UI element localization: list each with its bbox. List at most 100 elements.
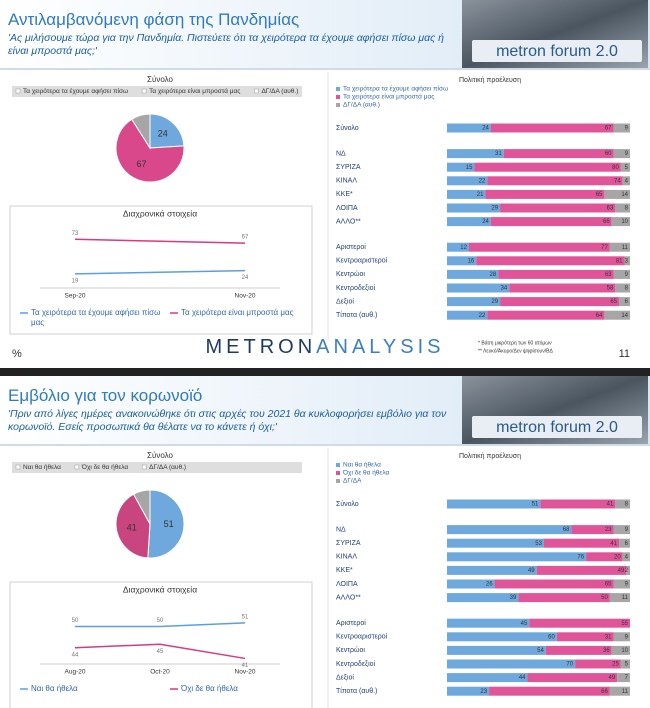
bar-segment [529, 618, 630, 628]
legend-swatch [336, 87, 340, 91]
bar-segment [490, 123, 614, 133]
bar-category-label: ΚΚΕ* [336, 191, 353, 198]
bar-value-label: 63 [607, 206, 614, 212]
bar-segment [447, 176, 488, 186]
bar-value-label: 68 [563, 527, 570, 533]
bar-value-label: 60 [548, 634, 555, 640]
bar-value-label: 65 [596, 192, 603, 198]
bar-value-label: 49 [609, 675, 616, 681]
bar-value-label: 10 [621, 648, 628, 654]
logo-box [472, 40, 642, 62]
bar-value-label: 80 [612, 165, 619, 171]
pie-title: Σύνολο [147, 451, 173, 460]
bar-value-label: 36 [603, 648, 610, 654]
bar-value-label: 64 [596, 313, 603, 319]
bar-segment [615, 283, 630, 293]
legend-swatch [336, 463, 340, 467]
bar-segment [620, 659, 630, 669]
bar-segment [536, 565, 627, 575]
bar-value-label: 6 [625, 299, 629, 305]
bar-value-label: 29 [491, 299, 498, 305]
bar-value-label: 41 [610, 541, 617, 547]
slide-title-box: Αντιλαμβανόμενη φάση της Πανδημίας [8, 10, 299, 29]
trend-value-label: 44 [72, 652, 79, 658]
bar-value-label: 14 [621, 313, 628, 319]
bar-category-label: Αριστεροί [336, 243, 366, 251]
bar-value-label: 3 [625, 258, 629, 264]
bar-value-label: 31 [495, 151, 502, 157]
bar-value-label: 9 [625, 126, 629, 132]
bar-segment [447, 538, 544, 548]
trend-value-label: 24 [242, 275, 249, 281]
bar-category-label: ΣΥΡΙΖΑ [336, 164, 361, 171]
bar-segment [487, 176, 623, 186]
trend-value-label: 50 [157, 618, 164, 624]
bar-category-label: Κεντροαριστεροί [336, 633, 388, 641]
logo-box [472, 416, 642, 438]
trend-legend-label-box: Τα χειρότερα είναι μπροστά μας [181, 308, 293, 317]
legend-label: Όχι δε θα ήθελα [81, 464, 128, 471]
bar-segment [613, 123, 630, 133]
bar-segment [620, 162, 630, 172]
bar-value-label: 63 [605, 272, 612, 278]
bar-segment [586, 552, 623, 562]
bar-segment [527, 673, 618, 683]
bar-segment [613, 269, 630, 279]
bar-category-label: ΛΟΙΠΑ [336, 581, 358, 588]
bar-value-label: 76 [577, 554, 584, 560]
bar-segment [447, 256, 477, 266]
bar-segment [540, 499, 616, 509]
bar-segment [447, 203, 501, 213]
bar-segment [611, 217, 630, 227]
x-tick-label: Nov-20 [235, 293, 256, 300]
bar-value-label: 20 [614, 554, 621, 560]
pie-slice [131, 113, 151, 150]
bar-segment [622, 552, 630, 562]
bar-value-label: 67 [605, 126, 612, 132]
bar-value-label: 58 [607, 286, 614, 292]
bar-segment [447, 686, 490, 696]
slide-title: Εμβόλιο για τον κορωνοϊό [8, 386, 203, 405]
bar-segment [474, 162, 621, 172]
bar-segment [613, 525, 630, 535]
bar-category-label: Αριστεροί [336, 619, 366, 627]
bar-segment [575, 659, 621, 669]
bar-category-label: ΚΙΝΑΛ [336, 178, 357, 185]
bar-segment [447, 565, 537, 575]
trend-legend-label-box: Ναι θα ήθελα [31, 684, 78, 693]
bar-segment [609, 242, 630, 252]
slide-subtitle-box: 'Πριν από λίγες ημέρες ανακοινώθηκε ότι … [8, 408, 447, 433]
bar-value-label: 53 [535, 541, 542, 547]
legend-swatch [336, 471, 340, 475]
bar-segment [609, 593, 630, 603]
trend-line [75, 622, 246, 628]
bar-value-label: 60 [605, 151, 612, 157]
bar-value-label: 23 [480, 689, 487, 695]
bar-segment [571, 525, 614, 535]
bar-category-label: Κεντροαριστεροί [336, 257, 388, 265]
slide-subtitle: 'Πριν από λίγες ημέρες ανακοινώθηκε ότι … [8, 408, 447, 433]
bars-title: Πολιτική προέλευση [459, 76, 521, 84]
bar-category-label: ΑΛΛΟ** [336, 594, 361, 601]
trend-legend-label: Τα χειρότερα τα έχουμε αφήσει πίσω μας [31, 308, 161, 327]
bar-segment [624, 256, 630, 266]
bar-category-label: ΛΟΙΠΑ [336, 205, 358, 212]
bar-segment [545, 645, 612, 655]
bar-value-label: 41 [607, 502, 614, 508]
bar-segment [447, 499, 541, 509]
trend-line [74, 643, 246, 660]
bar-segment [500, 203, 616, 213]
bar-segment [543, 538, 620, 548]
bar-value-label: 81 [616, 258, 623, 264]
bar-segment [447, 579, 495, 589]
bar-segment [619, 297, 630, 307]
bar-value-label: 65 [610, 299, 617, 305]
bar-segment [619, 538, 630, 548]
bar-segment [447, 618, 530, 628]
legend-label: ΔΓ/ΔΑ (αυθ.) [343, 102, 380, 109]
trend-legend-label: Ναι θα ήθελα [31, 684, 78, 693]
trend-legend-label-box: Όχι δε θα ήθελα [181, 684, 238, 693]
bar-category-label: Κεντρώοι [336, 646, 365, 654]
trend-value-label: 50 [72, 618, 79, 624]
